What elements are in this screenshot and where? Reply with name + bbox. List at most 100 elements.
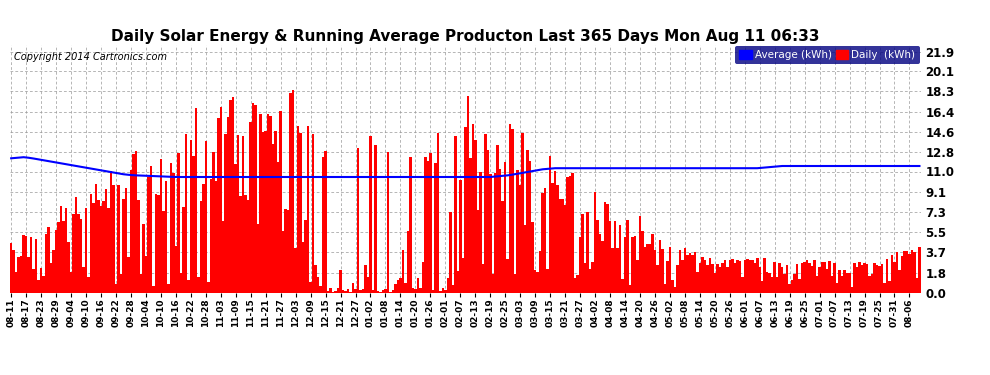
Bar bbox=[734, 263, 736, 292]
Bar bbox=[839, 270, 841, 292]
Bar bbox=[514, 274, 517, 292]
Bar bbox=[274, 132, 277, 292]
Bar bbox=[556, 185, 559, 292]
Bar bbox=[424, 157, 427, 292]
Bar bbox=[179, 273, 182, 292]
Bar bbox=[746, 260, 748, 292]
Bar bbox=[315, 265, 317, 292]
Bar bbox=[307, 126, 309, 292]
Bar bbox=[709, 258, 711, 292]
Bar bbox=[829, 261, 831, 292]
Bar bbox=[624, 237, 627, 292]
Bar bbox=[164, 181, 167, 292]
Bar bbox=[646, 244, 648, 292]
Bar bbox=[10, 243, 13, 292]
Bar bbox=[534, 270, 537, 292]
Bar bbox=[340, 270, 342, 292]
Bar bbox=[182, 207, 184, 292]
Bar bbox=[589, 269, 591, 292]
Bar bbox=[64, 208, 67, 292]
Bar bbox=[901, 256, 903, 292]
Bar bbox=[249, 122, 251, 292]
Bar bbox=[801, 263, 804, 292]
Bar bbox=[202, 184, 205, 292]
Bar bbox=[893, 262, 896, 292]
Bar bbox=[459, 180, 461, 292]
Bar bbox=[627, 220, 629, 292]
Bar bbox=[215, 181, 217, 292]
Bar bbox=[269, 116, 272, 292]
Bar bbox=[251, 103, 254, 292]
Bar bbox=[172, 173, 174, 292]
Bar bbox=[651, 234, 653, 292]
Bar bbox=[848, 273, 850, 292]
Bar bbox=[72, 214, 75, 292]
Bar bbox=[758, 267, 761, 292]
Bar bbox=[696, 272, 699, 292]
Bar bbox=[484, 135, 486, 292]
Bar bbox=[616, 248, 619, 292]
Bar bbox=[59, 206, 62, 292]
Bar bbox=[906, 251, 908, 292]
Bar bbox=[105, 189, 107, 292]
Bar bbox=[95, 184, 97, 292]
Legend: Average (kWh), Daily  (kWh): Average (kWh), Daily (kWh) bbox=[735, 46, 920, 64]
Bar bbox=[704, 260, 706, 292]
Bar bbox=[507, 259, 509, 292]
Bar bbox=[212, 152, 215, 292]
Bar bbox=[13, 250, 15, 292]
Bar bbox=[454, 136, 456, 292]
Bar bbox=[143, 224, 145, 292]
Bar bbox=[397, 280, 399, 292]
Bar bbox=[517, 170, 519, 292]
Bar bbox=[346, 289, 349, 292]
Bar bbox=[742, 277, 743, 292]
Bar bbox=[284, 209, 287, 292]
Bar bbox=[916, 278, 918, 292]
Bar bbox=[440, 291, 442, 292]
Bar bbox=[107, 208, 110, 292]
Bar bbox=[719, 267, 721, 292]
Bar bbox=[57, 222, 59, 292]
Bar bbox=[911, 251, 913, 292]
Bar bbox=[658, 240, 661, 292]
Bar bbox=[539, 251, 542, 292]
Bar bbox=[145, 256, 148, 292]
Bar bbox=[399, 279, 402, 292]
Bar bbox=[701, 257, 704, 292]
Bar bbox=[297, 126, 299, 292]
Bar bbox=[404, 283, 407, 292]
Bar bbox=[322, 158, 325, 292]
Bar bbox=[878, 266, 881, 292]
Bar bbox=[542, 193, 544, 292]
Bar bbox=[629, 285, 632, 292]
Bar bbox=[663, 284, 666, 292]
Bar bbox=[235, 165, 237, 292]
Bar bbox=[466, 96, 469, 292]
Bar bbox=[267, 114, 269, 292]
Bar bbox=[504, 162, 507, 292]
Bar bbox=[449, 212, 451, 292]
Bar bbox=[522, 134, 524, 292]
Bar bbox=[699, 263, 701, 292]
Bar bbox=[798, 279, 801, 292]
Bar bbox=[69, 272, 72, 292]
Bar bbox=[277, 162, 279, 292]
Bar bbox=[896, 252, 898, 292]
Bar bbox=[566, 177, 569, 292]
Bar bbox=[831, 276, 834, 292]
Bar bbox=[361, 289, 364, 292]
Bar bbox=[320, 286, 322, 292]
Bar bbox=[793, 274, 796, 292]
Bar bbox=[392, 290, 394, 292]
Bar bbox=[272, 144, 274, 292]
Bar bbox=[195, 108, 197, 292]
Bar bbox=[639, 216, 642, 292]
Bar bbox=[335, 291, 337, 292]
Bar bbox=[62, 221, 64, 292]
Title: Daily Solar Energy & Running Average Producton Last 365 Days Mon Aug 11 06:33: Daily Solar Energy & Running Average Pro… bbox=[111, 29, 820, 44]
Bar bbox=[726, 267, 729, 292]
Bar bbox=[814, 260, 816, 292]
Bar bbox=[207, 282, 210, 292]
Text: Copyright 2014 Cartronics.com: Copyright 2014 Cartronics.com bbox=[15, 53, 167, 62]
